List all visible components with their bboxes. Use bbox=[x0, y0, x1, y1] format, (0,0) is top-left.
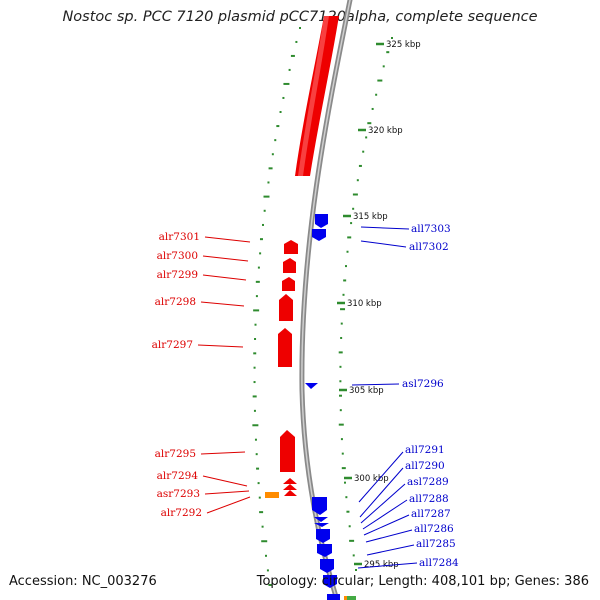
leader-line bbox=[200, 301, 245, 307]
tick-label: 310 kbp bbox=[347, 299, 382, 309]
forward-gene-glyphs bbox=[278, 240, 298, 496]
gene-glyph-alr7294a bbox=[283, 478, 297, 484]
gene-glyph-asl7296 bbox=[305, 383, 318, 389]
scale-ticks: 325 kbp 320 kbp 315 kbp 310 kbp 305 kbp 300 k… bbox=[337, 40, 421, 570]
gene-glyph-all7286 bbox=[320, 559, 334, 573]
gene-glyph-alr7297 bbox=[278, 328, 292, 367]
reverse-gene-labels: all7303 all7302 asl7296 all7291 all7290 … bbox=[402, 223, 459, 569]
leader-line bbox=[197, 344, 244, 348]
gene-glyph-alr7292 bbox=[284, 490, 297, 496]
tick-label: 320 kbp bbox=[368, 126, 403, 136]
leader-line bbox=[362, 499, 408, 530]
leader-line bbox=[363, 514, 410, 536]
gene-label[interactable]: asl7289 bbox=[407, 476, 449, 488]
gene-glyph-all7302 bbox=[312, 229, 326, 241]
label-leaders bbox=[197, 226, 418, 569]
gene-glyph-alr7294b bbox=[283, 484, 297, 490]
gene-label[interactable]: alr7301 bbox=[159, 231, 200, 243]
gene-glyph-alr7299 bbox=[282, 277, 295, 291]
gene-glyph-all7284 bbox=[327, 594, 340, 600]
leader-line bbox=[200, 451, 246, 455]
gene-glyph-all7291 bbox=[312, 497, 327, 515]
gene-glyph-all7288 bbox=[316, 529, 330, 543]
leader-line bbox=[366, 544, 415, 556]
leader-line bbox=[359, 467, 404, 518]
tick-label: 315 kbp bbox=[353, 212, 388, 222]
gene-glyph-alr7300 bbox=[283, 258, 296, 273]
leader-line bbox=[360, 483, 406, 524]
gene-label[interactable]: alr7299 bbox=[157, 269, 198, 281]
reverse-gene-glyphs bbox=[305, 214, 340, 600]
gene-label[interactable]: alr7294 bbox=[157, 470, 199, 482]
gene-glyph-asr7293 bbox=[265, 492, 279, 498]
gc-dots-inner bbox=[338, 37, 393, 571]
leader-line bbox=[358, 451, 404, 503]
gene-glyph-all7287 bbox=[317, 544, 332, 557]
accession-text: Accession: NC_003276 bbox=[9, 574, 157, 589]
gene-glyph-alr7301 bbox=[284, 240, 298, 254]
gene-label[interactable]: all7291 bbox=[405, 444, 445, 456]
gene-glyph-asl7289 bbox=[314, 523, 329, 527]
leader-line bbox=[202, 255, 249, 262]
tick-label: 325 kbp bbox=[386, 40, 421, 50]
gene-label[interactable]: alr7300 bbox=[157, 250, 198, 262]
gene-label[interactable]: all7288 bbox=[409, 493, 449, 505]
leader-line bbox=[357, 562, 418, 569]
gene-glyph-all7303 bbox=[315, 214, 328, 228]
forward-gene-labels: alr7301 alr7300 alr7299 alr7298 alr7297 … bbox=[152, 231, 202, 519]
gene-label[interactable]: alr7295 bbox=[155, 448, 196, 460]
gene-label[interactable]: all7285 bbox=[416, 538, 456, 550]
gene-label[interactable]: asr7293 bbox=[157, 488, 200, 500]
gene-label[interactable]: alr7292 bbox=[161, 507, 202, 519]
gene-glyph-all7290 bbox=[314, 517, 328, 522]
tick-label: 305 kbp bbox=[349, 386, 384, 396]
leader-line bbox=[351, 383, 400, 386]
gene-glyph-all7285 bbox=[323, 575, 337, 588]
leader-line bbox=[206, 496, 251, 514]
gene-label[interactable]: all7290 bbox=[405, 460, 445, 472]
leader-line bbox=[204, 490, 250, 495]
leader-line bbox=[202, 274, 247, 281]
gene-label[interactable]: alr7297 bbox=[152, 339, 193, 351]
gene-glyph-alr7298 bbox=[279, 294, 293, 321]
feature-other bbox=[345, 596, 356, 600]
tick-label: 300 kbp bbox=[354, 474, 389, 484]
genome-summary-text: Topology: circular; Length: 408,101 bp; … bbox=[256, 574, 589, 589]
gene-label[interactable]: all7286 bbox=[414, 523, 454, 535]
map-title: Nostoc sp. PCC 7120 plasmid pCC7120alpha… bbox=[62, 9, 538, 25]
gene-label[interactable]: alr7298 bbox=[155, 296, 196, 308]
gene-label[interactable]: asl7296 bbox=[402, 378, 444, 390]
leader-line bbox=[202, 475, 248, 487]
gene-label[interactable]: all7303 bbox=[411, 223, 451, 235]
gene-glyph-alr7295 bbox=[280, 430, 295, 472]
leader-line bbox=[360, 240, 407, 248]
leader-line bbox=[365, 529, 413, 543]
leader-line bbox=[204, 236, 251, 243]
gene-label[interactable]: all7302 bbox=[409, 241, 449, 253]
gene-label[interactable]: all7284 bbox=[419, 557, 459, 569]
tick-label: 295 kbp bbox=[364, 560, 399, 570]
gene-label[interactable]: all7287 bbox=[411, 508, 451, 520]
leader-line bbox=[360, 226, 410, 230]
gc-dots-outer bbox=[252, 27, 301, 586]
